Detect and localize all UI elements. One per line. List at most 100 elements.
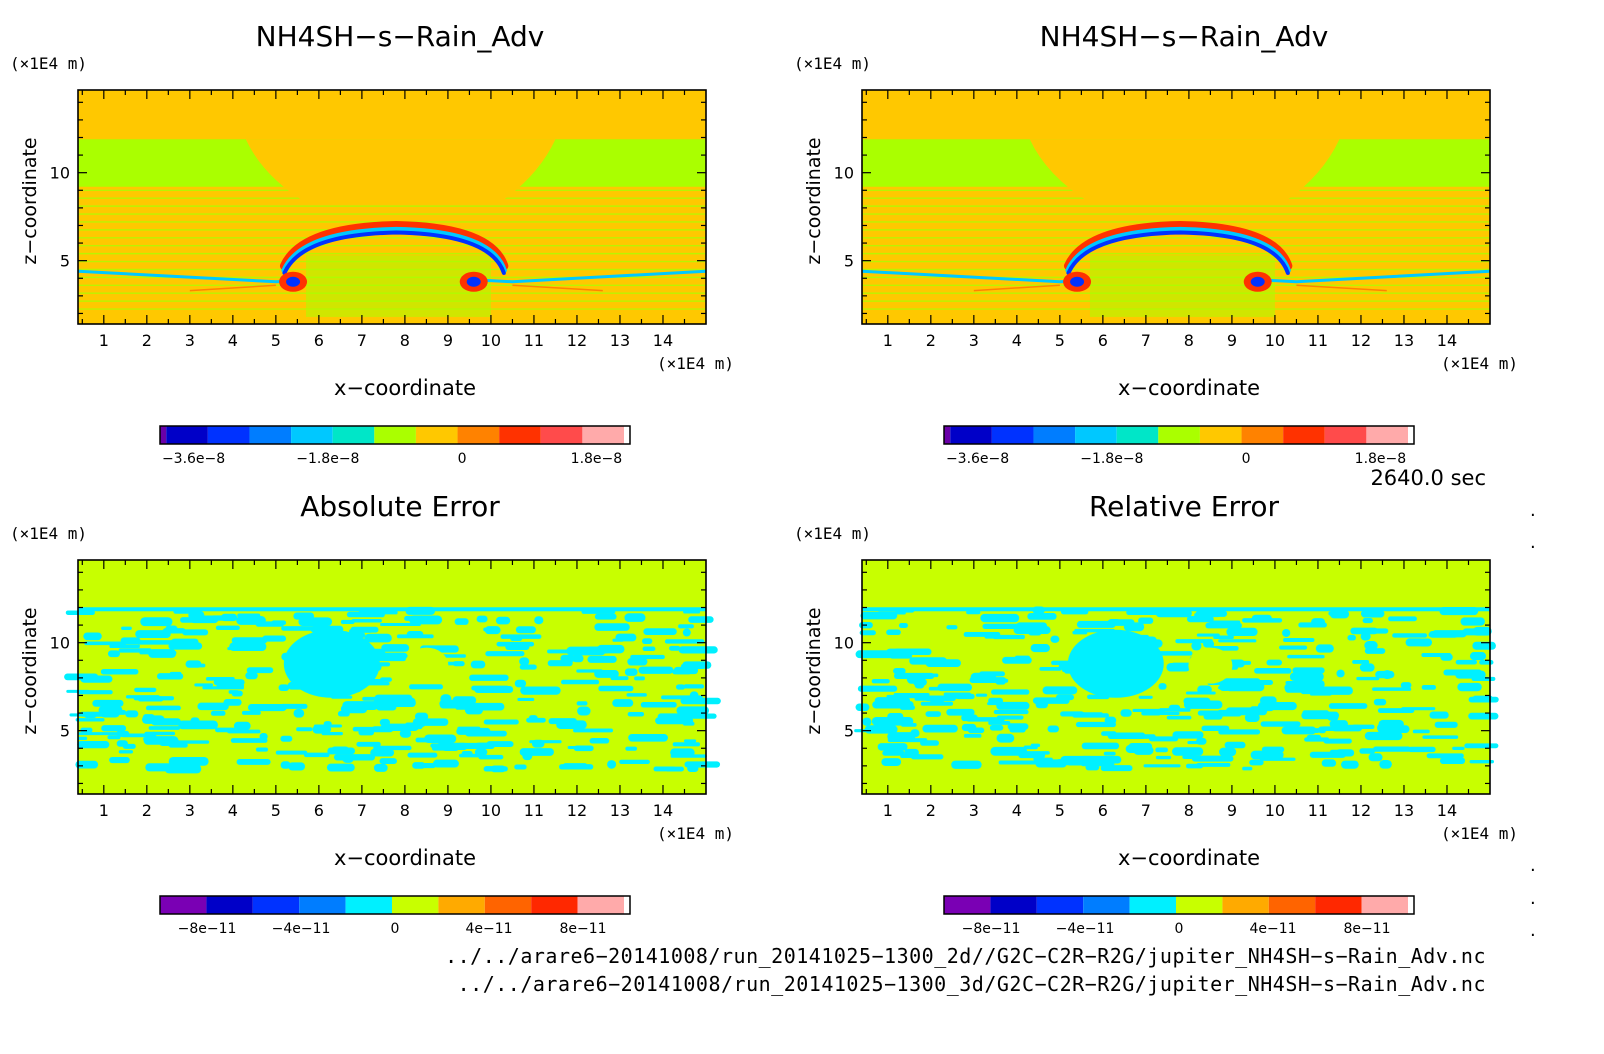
error-blotch [197,702,229,711]
error-blotch [1226,627,1258,637]
error-blotch [993,709,1029,715]
error-blotch [587,655,617,663]
colorbar-label: −1.8e−8 [1080,451,1143,467]
error-blotch [864,725,898,734]
colorbar-swatch [1283,426,1325,444]
colorbar-swatch [374,426,416,444]
error-blotch [857,685,898,692]
error-blotch [1471,676,1496,681]
x-tick-label: 3 [185,801,195,820]
error-blotch [979,671,1005,677]
colorbar-swatch [438,896,485,914]
error-blotch [1431,630,1467,638]
error-blotch [370,748,395,757]
colorbar-swatch [991,426,1034,444]
error-blotch [1014,655,1030,660]
colorbar-swatch [1222,896,1269,914]
x-tick-label: 11 [524,331,544,350]
error-blotch [452,661,465,667]
error-blotch [84,641,126,646]
error-blotch [1023,745,1038,750]
colorbar-label: 1.8e−8 [571,451,623,467]
x-unit-label: (×1E4 m) [657,824,735,843]
error-blotch [1166,662,1191,672]
colorbar-frame [943,895,1415,915]
error-blotch [675,684,686,690]
x-tick-label: 10 [1265,331,1285,350]
colorbar-swatch [1199,426,1242,444]
error-blotch [148,726,181,730]
error-blotch [1172,747,1204,756]
colorbar-label: −4e−11 [272,921,331,937]
error-blotch [519,664,537,670]
error-blotch [971,678,1009,683]
error-blotch [515,626,536,634]
error-blotch [676,706,710,715]
y-unit-label: (×1E4 m) [794,524,872,543]
colorbar-swatch [531,896,578,914]
x-unit-label: (×1E4 m) [1441,824,1519,843]
x-axis-label: x−coordinate [1117,376,1261,400]
error-blotch [963,733,982,738]
error-blotch [349,629,373,633]
error-blotch [1434,721,1458,728]
chart-title: Relative Error [1088,490,1280,523]
error-blotch [1060,711,1085,717]
error-blotch [914,681,925,689]
error-blotch [1242,766,1253,771]
error-blotch [358,610,398,615]
error-blotch [594,670,619,678]
y-axis-label: z−coordinate [19,137,41,265]
error-blotch [1187,741,1203,745]
error-blotch [1309,692,1332,696]
error-blotch [1279,645,1308,650]
x-tick-label: 14 [1437,331,1457,350]
error-core [1067,629,1164,698]
x-tick-label: 2 [926,331,936,350]
error-blotch [1307,728,1320,733]
error-blotch [855,650,894,659]
error-blotch [120,637,141,645]
error-blotch [871,678,890,684]
error-blotch [280,761,291,769]
error-blotch [625,746,638,751]
colorbar-swatch [499,426,541,444]
error-blotch [664,639,705,644]
error-blotch [982,623,1025,629]
error-blotch [227,647,239,651]
error-blotch [1185,691,1216,695]
error-blotch [594,623,630,631]
error-blotch [1306,734,1322,741]
x-axis-label: x−coordinate [333,846,477,870]
error-blotch [1218,639,1257,643]
colorbar-swatch [1033,426,1076,444]
error-blotch [628,733,668,742]
x-tick-label: 7 [1141,801,1151,820]
error-blotch [1082,757,1109,763]
colorbar-swatch [582,426,624,444]
colorbar: −8e−11 −4e−11 0 4e−11 8e−11 [943,895,1415,937]
colorbar-swatch [206,896,253,914]
error-blotch [961,723,977,732]
error-blotch [1175,639,1213,644]
x-tick-label: 1 [883,801,893,820]
error-blotch [630,654,665,660]
colorbar-label: 0 [391,921,400,937]
error-blotch [899,705,915,710]
error-blotch [135,630,171,638]
colorbar: −8e−11 −4e−11 0 4e−11 8e−11 [159,895,631,937]
right-streak [1261,269,1491,284]
chart-title: NH4SH−s−Rain_Adv [255,20,545,53]
x-tick-label: 7 [357,801,367,820]
error-blotch [1392,633,1428,638]
error-blotch [293,612,315,620]
error-blotch [1297,679,1325,689]
error-blotch [342,754,354,763]
error-blotch [409,615,443,625]
error-blotch [1364,641,1378,650]
error-blotch [680,663,705,670]
error-blotch [485,651,525,657]
error-blotch [1435,712,1445,717]
error-blotch [231,637,268,644]
